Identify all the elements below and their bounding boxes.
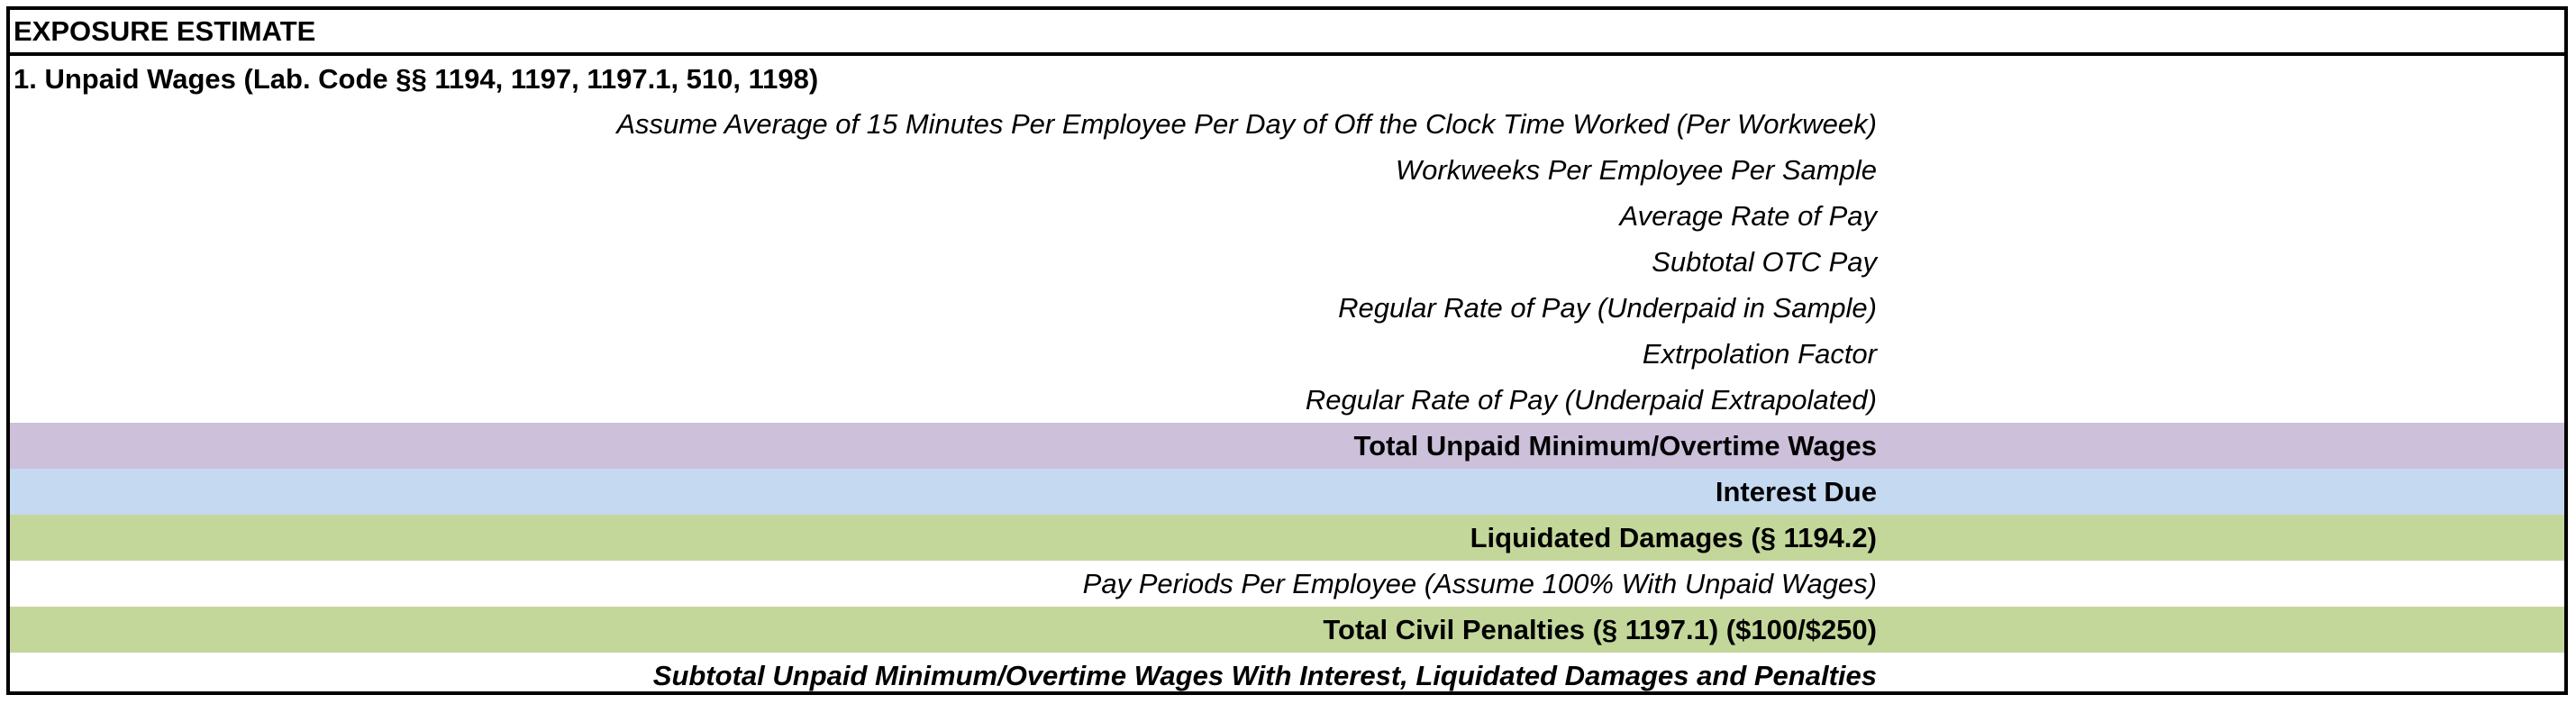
- table-row: Workweeks Per Employee Per Sample: [10, 147, 2564, 193]
- row-label-liquidated-damages: Liquidated Damages (§ 1194.2): [1470, 522, 1877, 553]
- table-row: Regular Rate of Pay (Underpaid Extrapola…: [10, 377, 2564, 423]
- row-label-regular-rate-extrapolated: Regular Rate of Pay (Underpaid Extrapola…: [1305, 384, 1877, 416]
- row-label-extrapolation-factor: Extrpolation Factor: [1642, 338, 1877, 370]
- table-row-highlighted: Total Civil Penalties (§ 1197.1) ($100/$…: [10, 607, 2564, 653]
- table-row: Assume Average of 15 Minutes Per Employe…: [10, 101, 2564, 147]
- row-label-subtotal-otc-pay: Subtotal OTC Pay: [1652, 246, 1877, 278]
- row-label-off-the-clock-time: Assume Average of 15 Minutes Per Employe…: [616, 108, 1877, 140]
- table-row-highlighted: Total Unpaid Minimum/Overtime Wages: [10, 423, 2564, 469]
- table-row: Average Rate of Pay: [10, 193, 2564, 239]
- exposure-estimate-table: EXPOSURE ESTIMATE 1. Unpaid Wages (Lab. …: [6, 6, 2568, 695]
- table-row-highlighted: Interest Due: [10, 469, 2564, 515]
- section-heading: 1. Unpaid Wages (Lab. Code §§ 1194, 1197…: [14, 62, 819, 95]
- table-row: Regular Rate of Pay (Underpaid in Sample…: [10, 285, 2564, 331]
- row-label-interest-due: Interest Due: [1715, 476, 1877, 507]
- table-row: Subtotal OTC Pay: [10, 239, 2564, 285]
- row-label-total-unpaid-wages: Total Unpaid Minimum/Overtime Wages: [1353, 430, 1877, 462]
- table-row-subtotal: Subtotal Unpaid Minimum/Overtime Wages W…: [10, 653, 2564, 699]
- row-label-pay-periods: Pay Periods Per Employee (Assume 100% Wi…: [1082, 568, 1877, 599]
- table-title-row: EXPOSURE ESTIMATE: [10, 10, 2564, 56]
- section-heading-row: 1. Unpaid Wages (Lab. Code §§ 1194, 1197…: [10, 56, 2564, 101]
- row-label-workweeks: Workweeks Per Employee Per Sample: [1395, 154, 1877, 186]
- table-title: EXPOSURE ESTIMATE: [14, 15, 316, 47]
- table-row: Pay Periods Per Employee (Assume 100% Wi…: [10, 561, 2564, 607]
- row-label-civil-penalties: Total Civil Penalties (§ 1197.1) ($100/$…: [1323, 614, 1877, 645]
- row-label-regular-rate-sample: Regular Rate of Pay (Underpaid in Sample…: [1338, 292, 1877, 324]
- row-label-average-rate: Average Rate of Pay: [1619, 200, 1878, 232]
- table-row-highlighted: Liquidated Damages (§ 1194.2): [10, 515, 2564, 561]
- table-row: Extrpolation Factor: [10, 331, 2564, 377]
- row-label-subtotal: Subtotal Unpaid Minimum/Overtime Wages W…: [652, 660, 1877, 691]
